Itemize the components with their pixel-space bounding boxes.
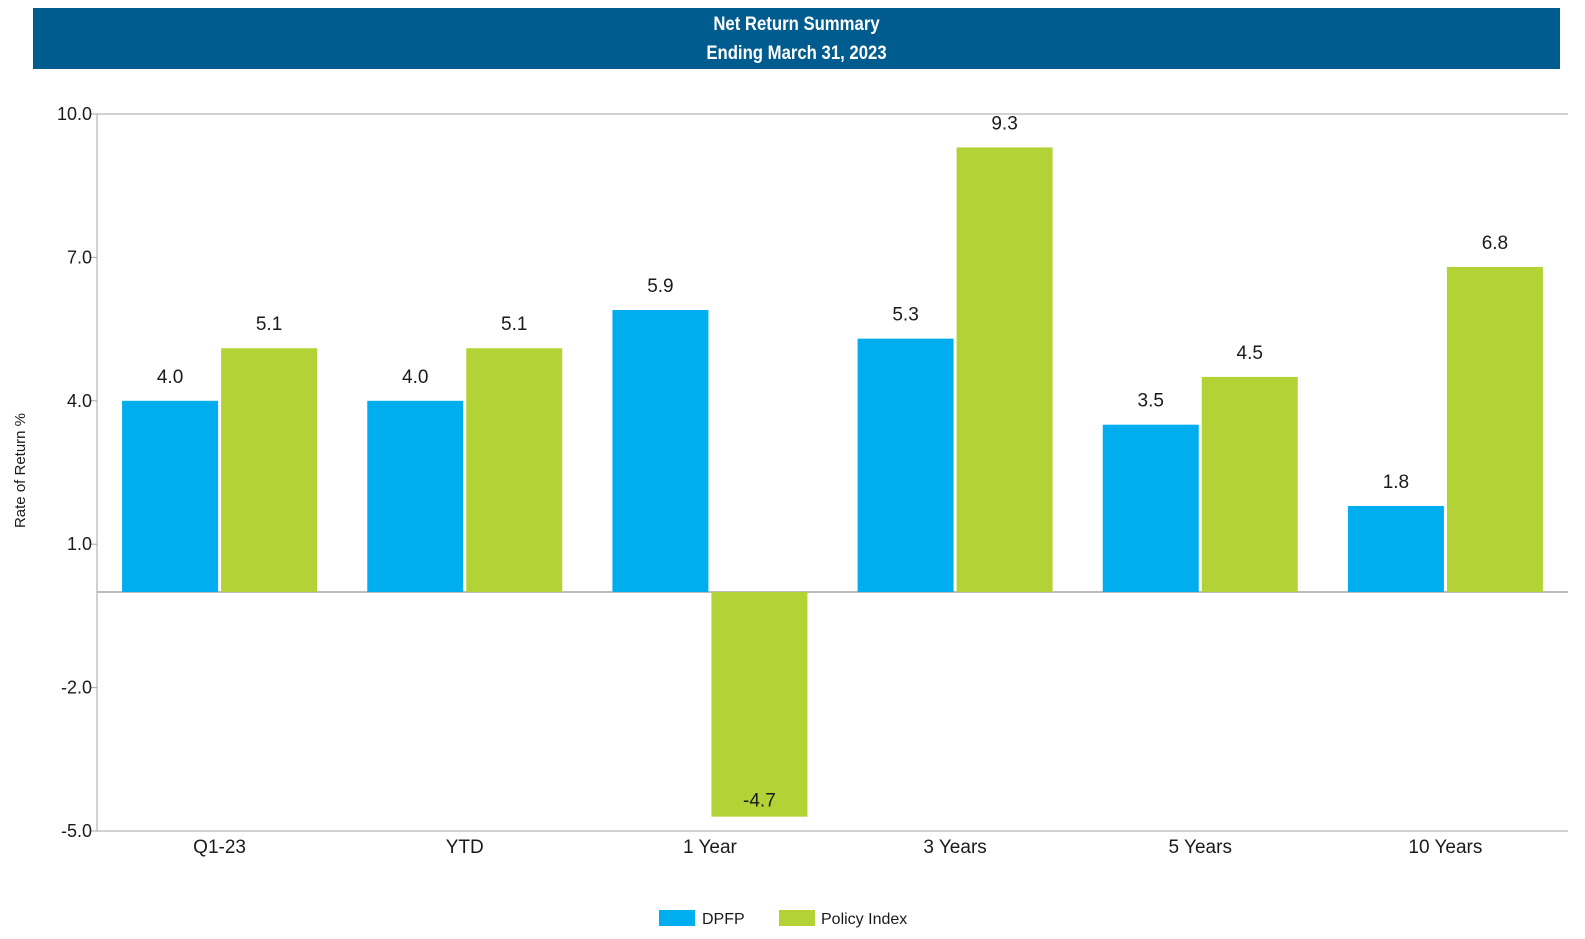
legend-label: Policy Index — [821, 911, 907, 928]
y-tick-label: 4.0 — [67, 391, 92, 411]
bar-value-label: 6.8 — [1482, 233, 1508, 254]
bar-policy-index — [466, 348, 563, 592]
bar-policy-index — [711, 592, 808, 817]
x-tick-label: 5 Years — [1169, 837, 1232, 858]
legend-swatch — [779, 910, 815, 926]
bar-dpfp — [1102, 424, 1199, 592]
bar-value-label: 1.8 — [1383, 472, 1409, 493]
bar-value-label: 4.0 — [157, 367, 183, 388]
bar-value-label: 5.9 — [647, 276, 673, 297]
bar-dpfp — [1347, 505, 1444, 592]
x-tick-label: 1 Year — [683, 837, 738, 858]
y-axis-title: Rate of Return % — [12, 413, 29, 528]
bar-dpfp — [367, 400, 464, 592]
y-tick-label: 7.0 — [67, 247, 92, 267]
chart-title-banner: Net Return Summary Ending March 31, 2023 — [33, 8, 1560, 69]
chart-title: Net Return Summary — [713, 14, 880, 35]
y-tick-label: -2.0 — [61, 678, 92, 698]
legend-label: DPFP — [702, 911, 745, 928]
bar-value-label: 5.3 — [892, 305, 918, 326]
x-tick-label: Q1-23 — [193, 837, 246, 858]
bar-value-label: 5.1 — [256, 314, 282, 335]
x-tick-label: 10 Years — [1408, 837, 1482, 858]
bar-value-label: 5.1 — [501, 314, 527, 335]
bars — [122, 147, 1543, 817]
y-tick-label: 10.0 — [57, 104, 92, 124]
y-tick-label: -5.0 — [61, 821, 92, 841]
bar-value-label: 9.3 — [991, 113, 1017, 134]
legend-swatch — [659, 910, 695, 926]
data-labels: 4.0 5.1 4.0 5.1 5.9 -4.7 5.3 9.3 3.5 4.5 1.8 6.8 — [157, 113, 1508, 811]
bar-policy-index — [1201, 376, 1298, 592]
bar-dpfp — [857, 338, 954, 592]
bar-value-label: -4.7 — [743, 791, 776, 812]
axes: 10.0 7.0 4.0 1.0 -2.0 -5.0 Rate of Return % Q1-… — [12, 104, 1568, 858]
bar-policy-index — [956, 147, 1053, 592]
bar-dpfp — [122, 400, 219, 592]
legend: DPFP Policy Index — [659, 910, 907, 928]
bar-value-label: 3.5 — [1138, 391, 1164, 412]
x-tick-label: YTD — [446, 837, 484, 858]
bar-policy-index — [221, 348, 318, 592]
chart-subtitle: Ending March 31, 2023 — [706, 43, 887, 64]
bar-policy-index — [1446, 266, 1543, 592]
bar-value-label: 4.5 — [1237, 343, 1263, 364]
x-tick-label: 3 Years — [923, 837, 986, 858]
bar-value-label: 4.0 — [402, 367, 428, 388]
bar-dpfp — [612, 309, 709, 592]
y-tick-label: 1.0 — [67, 534, 92, 554]
